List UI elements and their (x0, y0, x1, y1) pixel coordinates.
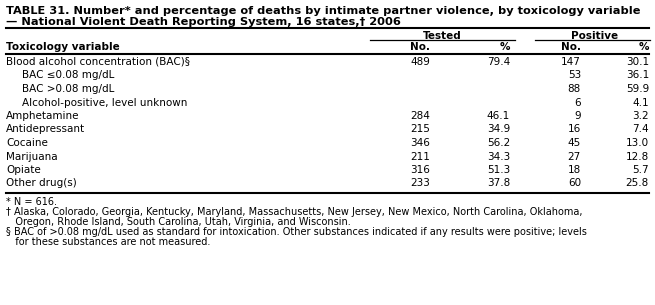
Text: BAC ≤0.08 mg/dL: BAC ≤0.08 mg/dL (22, 70, 115, 81)
Text: 46.1: 46.1 (487, 111, 510, 121)
Text: Toxicology variable: Toxicology variable (6, 42, 120, 52)
Text: Alcohol-positive, level unknown: Alcohol-positive, level unknown (22, 98, 187, 107)
Text: 215: 215 (410, 124, 430, 135)
Text: 79.4: 79.4 (487, 57, 510, 67)
Text: BAC >0.08 mg/dL: BAC >0.08 mg/dL (22, 84, 115, 94)
Text: Oregon, Rhode Island, South Carolina, Utah, Virginia, and Wisconsin.: Oregon, Rhode Island, South Carolina, Ut… (6, 217, 350, 227)
Text: 30.1: 30.1 (626, 57, 649, 67)
Text: 211: 211 (410, 152, 430, 162)
Text: Positive: Positive (571, 31, 618, 41)
Text: 346: 346 (410, 138, 430, 148)
Text: Tested: Tested (423, 31, 462, 41)
Text: — National Violent Death Reporting System, 16 states,† 2006: — National Violent Death Reporting Syste… (6, 17, 401, 27)
Text: 16: 16 (568, 124, 581, 135)
Text: 45: 45 (568, 138, 581, 148)
Text: %: % (639, 42, 649, 52)
Text: 59.9: 59.9 (626, 84, 649, 94)
Text: 284: 284 (410, 111, 430, 121)
Text: 34.9: 34.9 (487, 124, 510, 135)
Text: Cocaine: Cocaine (6, 138, 48, 148)
Text: Blood alcohol concentration (BAC)§: Blood alcohol concentration (BAC)§ (6, 57, 190, 67)
Text: 12.8: 12.8 (626, 152, 649, 162)
Text: 56.2: 56.2 (487, 138, 510, 148)
Text: 25.8: 25.8 (626, 178, 649, 188)
Text: 3.2: 3.2 (632, 111, 649, 121)
Text: 34.3: 34.3 (487, 152, 510, 162)
Text: 7.4: 7.4 (632, 124, 649, 135)
Text: 27: 27 (568, 152, 581, 162)
Text: 4.1: 4.1 (632, 98, 649, 107)
Text: No.: No. (410, 42, 430, 52)
Text: 5.7: 5.7 (632, 165, 649, 175)
Text: 147: 147 (561, 57, 581, 67)
Text: 88: 88 (568, 84, 581, 94)
Text: Antidepressant: Antidepressant (6, 124, 85, 135)
Text: † Alaska, Colorado, Georgia, Kentucky, Maryland, Massachusetts, New Jersey, New : † Alaska, Colorado, Georgia, Kentucky, M… (6, 207, 582, 217)
Text: 9: 9 (574, 111, 581, 121)
Text: Amphetamine: Amphetamine (6, 111, 79, 121)
Text: 36.1: 36.1 (626, 70, 649, 81)
Text: Other drug(s): Other drug(s) (6, 178, 77, 188)
Text: Opiate: Opiate (6, 165, 41, 175)
Text: 51.3: 51.3 (487, 165, 510, 175)
Text: 53: 53 (568, 70, 581, 81)
Text: for these substances are not measured.: for these substances are not measured. (6, 237, 210, 247)
Text: 489: 489 (410, 57, 430, 67)
Text: 13.0: 13.0 (626, 138, 649, 148)
Text: TABLE 31. Number* and percentage of deaths by intimate partner violence, by toxi: TABLE 31. Number* and percentage of deat… (6, 6, 641, 16)
Text: 316: 316 (410, 165, 430, 175)
Text: * N = 616.: * N = 616. (6, 197, 57, 207)
Text: 60: 60 (568, 178, 581, 188)
Text: § BAC of >0.08 mg/dL used as standard for intoxication. Other substances indicat: § BAC of >0.08 mg/dL used as standard fo… (6, 227, 587, 237)
Text: 37.8: 37.8 (487, 178, 510, 188)
Text: No.: No. (561, 42, 581, 52)
Text: 6: 6 (574, 98, 581, 107)
Text: 18: 18 (568, 165, 581, 175)
Text: Marijuana: Marijuana (6, 152, 58, 162)
Text: %: % (500, 42, 510, 52)
Text: 233: 233 (410, 178, 430, 188)
